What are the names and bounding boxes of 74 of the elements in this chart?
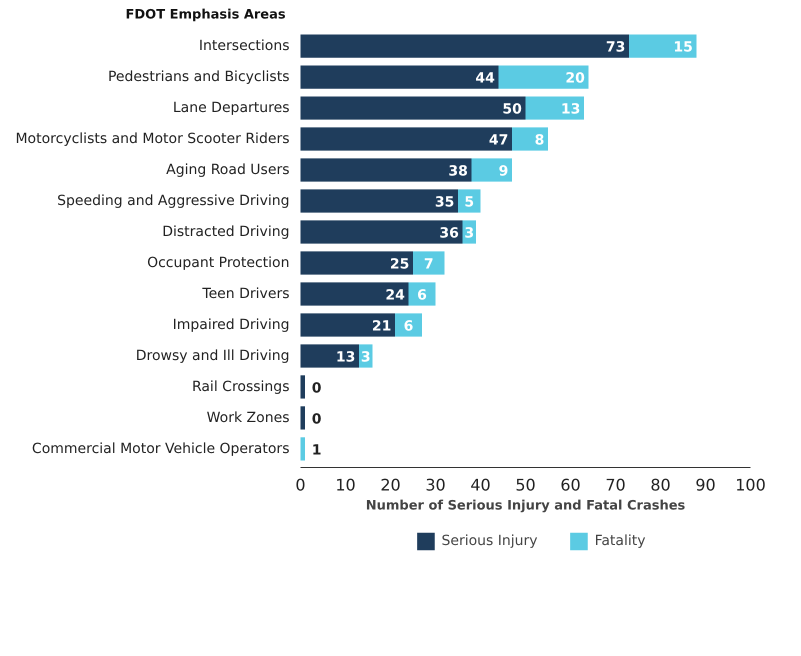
- y-tick-label: Lane Departures: [172, 100, 290, 116]
- bar: [300, 375, 305, 399]
- y-tick-label: Work Zones: [206, 410, 290, 426]
- bar: [300, 406, 305, 430]
- data-label: 25: [390, 256, 410, 272]
- bar: [300, 127, 512, 151]
- data-label: 7: [424, 256, 434, 272]
- data-label: 6: [417, 287, 427, 304]
- x-tick-label: 80: [650, 476, 671, 494]
- data-label: 35: [434, 194, 454, 211]
- y-tick-label: Aging Road Users: [166, 162, 290, 178]
- y-tick-label: Occupant Protection: [147, 254, 290, 271]
- data-label: 15: [673, 40, 693, 56]
- x-tick-label: 60: [560, 476, 581, 494]
- bar: [300, 158, 472, 182]
- bar: [300, 313, 395, 337]
- data-label: 5: [464, 194, 474, 211]
- bar: [300, 65, 498, 89]
- bar: [629, 34, 696, 58]
- bar: [300, 282, 408, 306]
- data-label: 20: [565, 70, 586, 87]
- data-label: 9: [498, 164, 508, 180]
- y-tick-label: Teen Drivers: [201, 286, 290, 302]
- y-tick-label: Drowsy and Ill Driving: [136, 348, 290, 364]
- data-label: 36: [439, 226, 459, 242]
- data-label: 47: [488, 132, 508, 149]
- y-tick-label: Intersections: [198, 38, 290, 54]
- x-tick-label: 50: [515, 476, 536, 494]
- data-label: 24: [385, 287, 406, 304]
- data-label: 13: [560, 102, 580, 118]
- bar: [300, 344, 359, 368]
- bar: [512, 127, 548, 151]
- bar: [413, 251, 444, 275]
- data-label: 44: [475, 70, 496, 87]
- x-tick-label: 40: [470, 476, 491, 494]
- y-tick-label: Distracted Driving: [162, 224, 290, 240]
- y-tick-label: Speeding and Aggressive Driving: [57, 193, 290, 210]
- data-label: 50: [502, 102, 522, 118]
- legend-label: Serious Injury: [441, 533, 538, 549]
- x-axis-title: Number of Serious Injury and Fatal Crashes: [366, 498, 686, 514]
- data-label: 21: [372, 318, 392, 334]
- data-label: 1: [312, 442, 322, 458]
- data-label: 73: [606, 40, 626, 56]
- x-tick-label: 90: [695, 476, 716, 494]
- data-label: 38: [448, 164, 468, 180]
- y-axis-title: FDOT Emphasis Areas: [126, 8, 286, 22]
- y-tick-label: Impaired Driving: [172, 316, 290, 333]
- bar: [300, 437, 305, 461]
- bar: [300, 220, 462, 244]
- data-label: 6: [404, 318, 414, 334]
- bar: [472, 158, 512, 182]
- y-tick-label: Pedestrians and Bicyclists: [108, 69, 290, 86]
- y-tick-label: Rail Crossings: [192, 378, 290, 395]
- data-label: 3: [464, 226, 474, 242]
- y-tick-label: Commercial Motor Vehicle Operators: [32, 440, 290, 457]
- x-tick-label: 70: [605, 476, 626, 494]
- x-tick-label: 10: [335, 476, 356, 494]
- bar: [300, 189, 458, 213]
- data-label: 3: [360, 349, 371, 366]
- x-tick-label: 30: [425, 476, 446, 494]
- bar: [300, 96, 526, 120]
- bar: [498, 65, 588, 89]
- data-label: 13: [336, 349, 356, 366]
- data-label: 0: [312, 380, 322, 396]
- bar: [300, 34, 629, 58]
- bar: [300, 251, 413, 275]
- data-label: 8: [534, 132, 544, 149]
- x-tick-label: 100: [735, 476, 766, 494]
- x-tick-label: 20: [380, 476, 401, 494]
- bar: [526, 96, 584, 120]
- x-tick-label: 0: [295, 476, 306, 494]
- y-tick-label: Motorcyclists and Motor Scooter Riders: [15, 131, 290, 148]
- legend-label: Fatality: [594, 533, 646, 549]
- data-label: 0: [312, 411, 322, 428]
